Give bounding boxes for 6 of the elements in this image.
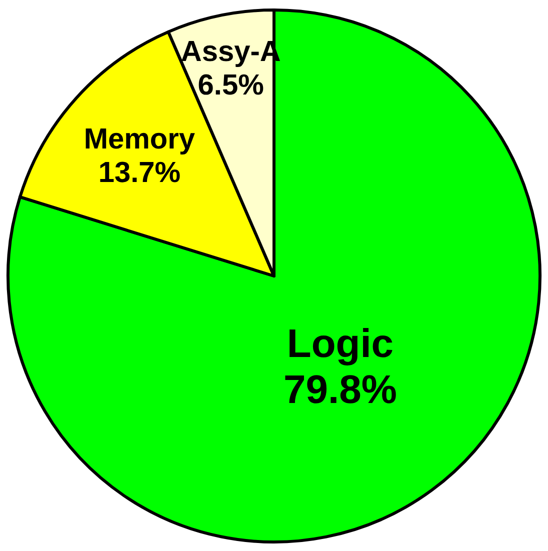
slice-label: Logic (286, 322, 394, 366)
data-label: 79.8% (284, 368, 397, 412)
data-label: 6.5% (198, 69, 264, 102)
slice-label: Memory (84, 124, 196, 156)
pie-slice (6, 8, 542, 544)
data-label: 13.7% (98, 156, 181, 189)
